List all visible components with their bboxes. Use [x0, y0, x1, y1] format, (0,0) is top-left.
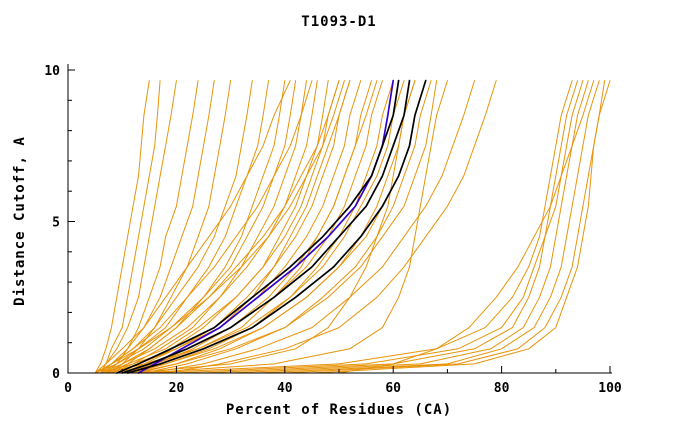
ensemble-model-curves	[94, 80, 611, 374]
ensemble-model-curves-line	[143, 80, 448, 374]
ensemble-model-curves-line	[105, 80, 286, 374]
ensemble-model-curves-line	[284, 80, 606, 374]
highlighted-model-curves	[115, 79, 427, 374]
ensemble-model-curves-line	[105, 80, 340, 374]
ensemble-model-curves-line	[338, 80, 595, 374]
ensemble-model-curves-line	[148, 80, 573, 374]
ensemble-model-curves-line	[94, 80, 297, 374]
y-axis-label: Distance Cutoff, A	[12, 136, 28, 306]
ensemble-model-curves-line	[165, 80, 497, 374]
ensemble-model-curves-line	[94, 80, 345, 374]
highlighted-model-curves-line	[121, 79, 411, 374]
ensemble-model-curves-line	[175, 80, 584, 374]
ensemble-model-curves-line	[94, 80, 177, 374]
ensemble-model-curves-line	[100, 80, 313, 374]
y-tick-label: 0	[52, 367, 60, 382]
ensemble-model-curves-line	[116, 80, 329, 374]
selected-model-curve-line	[137, 79, 395, 374]
ensemble-model-curves-line	[100, 80, 215, 374]
highlighted-model-curves-line	[115, 79, 400, 374]
x-tick-label: 40	[277, 381, 293, 396]
ensemble-model-curves-line	[110, 80, 340, 374]
x-tick-label: 80	[494, 381, 510, 396]
x-tick-label: 0	[64, 381, 72, 396]
ensemble-model-curves-line	[132, 80, 416, 374]
ensemble-model-curves-line	[311, 80, 611, 374]
x-tick-label: 20	[169, 381, 185, 396]
ensemble-model-curves-line	[148, 80, 475, 374]
axes: 0 20 40 60 80 100 0 5 10	[44, 64, 622, 396]
ensemble-model-curves-line	[100, 80, 318, 374]
ensemble-model-curves-line	[230, 80, 589, 374]
ensemble-model-curves-line	[138, 80, 416, 374]
ensemble-model-curves-line	[100, 80, 351, 374]
x-axis-label: Percent of Residues (CA)	[226, 402, 452, 418]
ensemble-model-curves-line	[143, 80, 432, 374]
ensemble-model-curves-line	[132, 80, 394, 374]
ensemble-model-curves-line	[110, 80, 232, 374]
x-tick-label: 60	[385, 381, 401, 396]
highlighted-model-curves-line	[126, 79, 427, 374]
ensemble-model-curves-line	[203, 80, 578, 374]
selected-model-curve	[137, 79, 395, 374]
ensemble-model-curves-line	[105, 80, 378, 374]
ensemble-model-curves-line	[94, 80, 150, 374]
ensemble-model-curves-line	[100, 80, 161, 374]
ensemble-model-curves-line	[94, 80, 291, 374]
ensemble-model-curves-line	[105, 80, 199, 374]
chart-title: T1093-D1	[301, 14, 376, 30]
x-tick-label: 100	[598, 381, 622, 396]
ensemble-model-curves-line	[110, 80, 362, 374]
ensemble-model-curves-line	[257, 80, 600, 374]
y-tick-label: 5	[52, 216, 60, 231]
y-tick-label: 10	[44, 64, 60, 79]
